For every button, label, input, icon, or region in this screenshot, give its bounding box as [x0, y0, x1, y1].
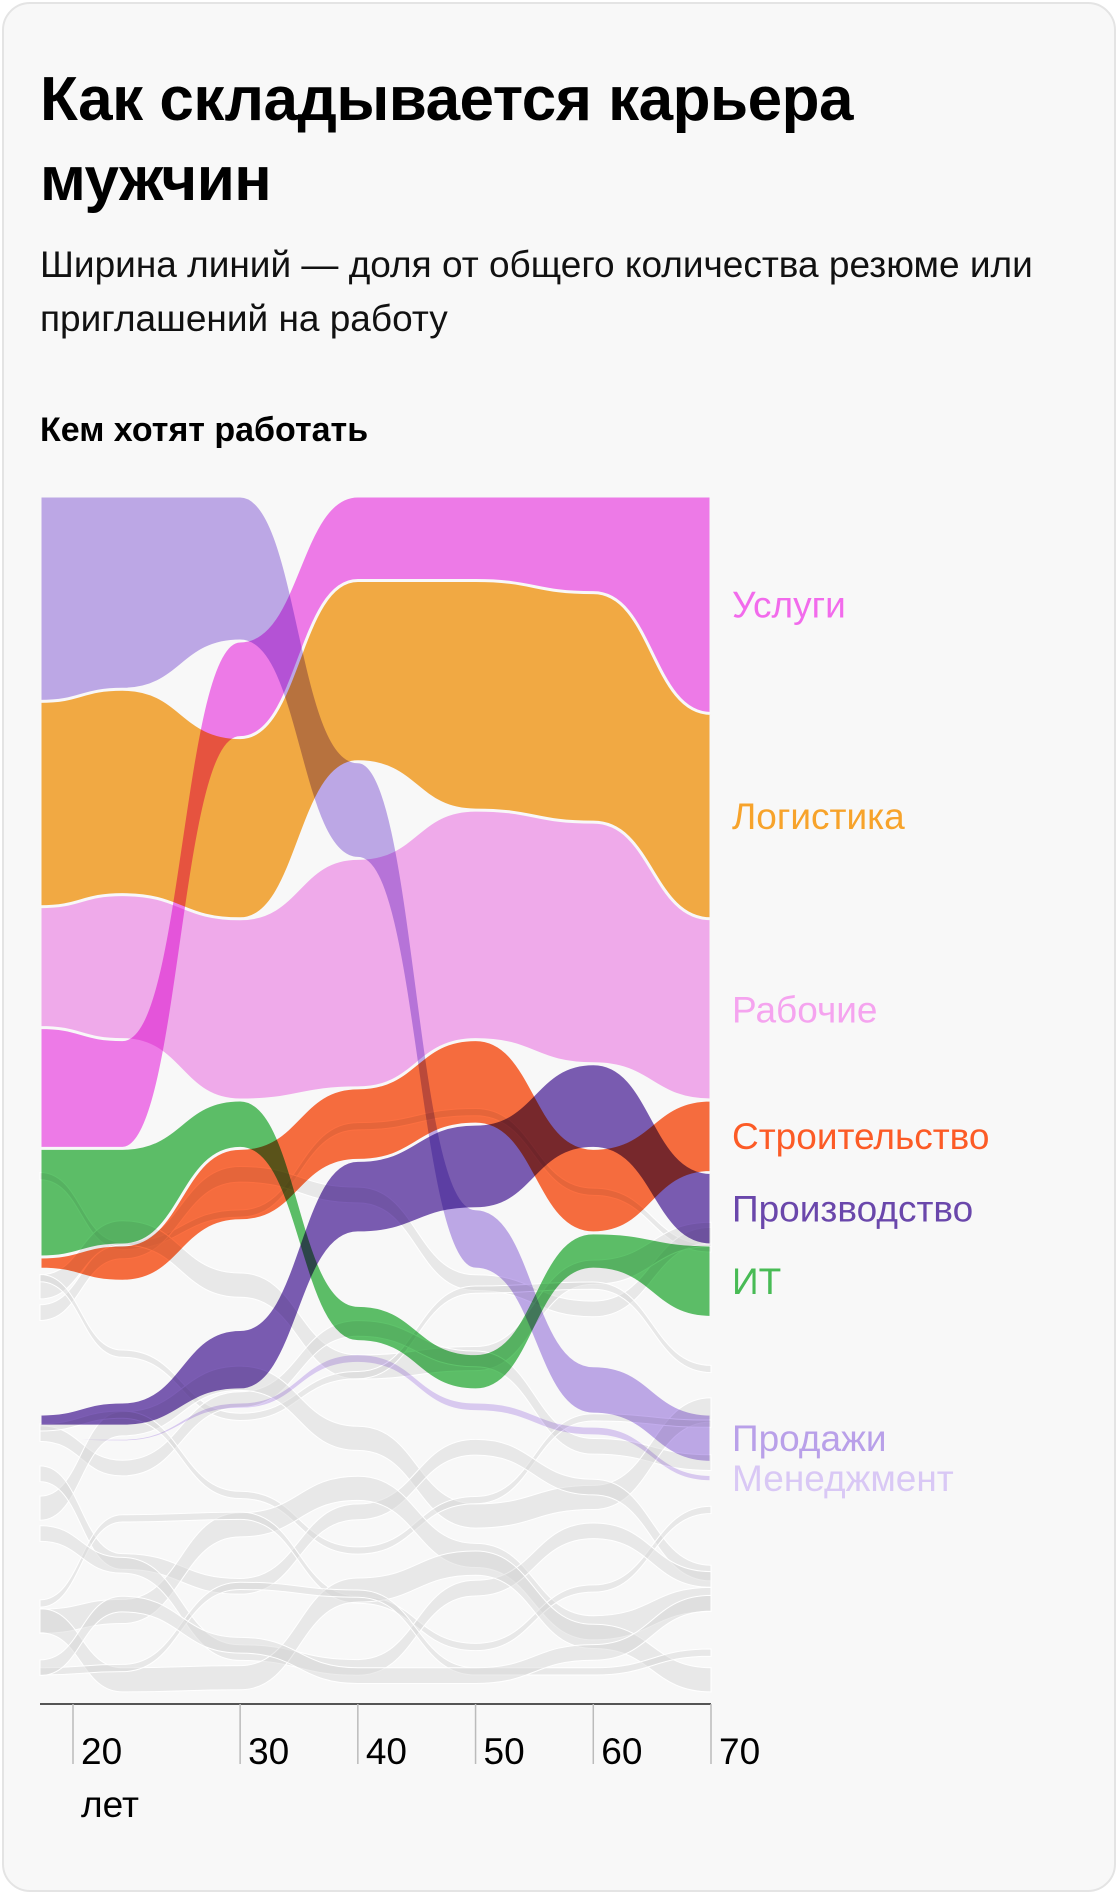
x-tick-label: 40: [366, 1731, 407, 1772]
background-stream: [39, 1594, 712, 1684]
series-ribbon: [38, 1062, 713, 1428]
series-ribbon: [38, 1352, 713, 1484]
background-stream: [39, 1581, 712, 1676]
background-stream: [39, 1522, 712, 1676]
series-ribbon: [38, 494, 713, 1464]
chart-subtitle: Ширина линий — доля от общего количества…: [40, 244, 1033, 339]
background-stream: [39, 1505, 712, 1652]
series-ribbon: [38, 1098, 713, 1392]
x-tick-label: 30: [248, 1731, 289, 1772]
x-tick-label: 70: [719, 1731, 760, 1772]
series-label: Строительство: [732, 1116, 990, 1157]
series-label: Рабочие: [732, 989, 878, 1030]
chart-title: Как складывается карьера мужчин: [40, 65, 853, 214]
x-tick-label: 60: [601, 1731, 642, 1772]
series-label: Услуги: [732, 585, 846, 626]
series-label: Менеджмент: [732, 1458, 954, 1499]
series-label: Продажи: [732, 1418, 887, 1459]
series-layer: [38, 494, 713, 1484]
series-label: Логистика: [732, 796, 905, 837]
x-axis: 20 30 40 50 60 70 лет: [40, 1703, 760, 1825]
series-label: ИТ: [732, 1261, 781, 1302]
background-stream: [39, 1550, 712, 1693]
series-labels: Услуги Логистика Рабочие Строительство Произ…: [732, 585, 990, 1499]
x-axis-unit: лет: [81, 1784, 139, 1825]
x-tick-label: 50: [484, 1731, 525, 1772]
series-label: Производство: [732, 1189, 973, 1230]
section-title: Кем хотят работать: [40, 411, 369, 449]
background-stream: [39, 1273, 712, 1421]
x-tick-label: 20: [81, 1731, 122, 1772]
